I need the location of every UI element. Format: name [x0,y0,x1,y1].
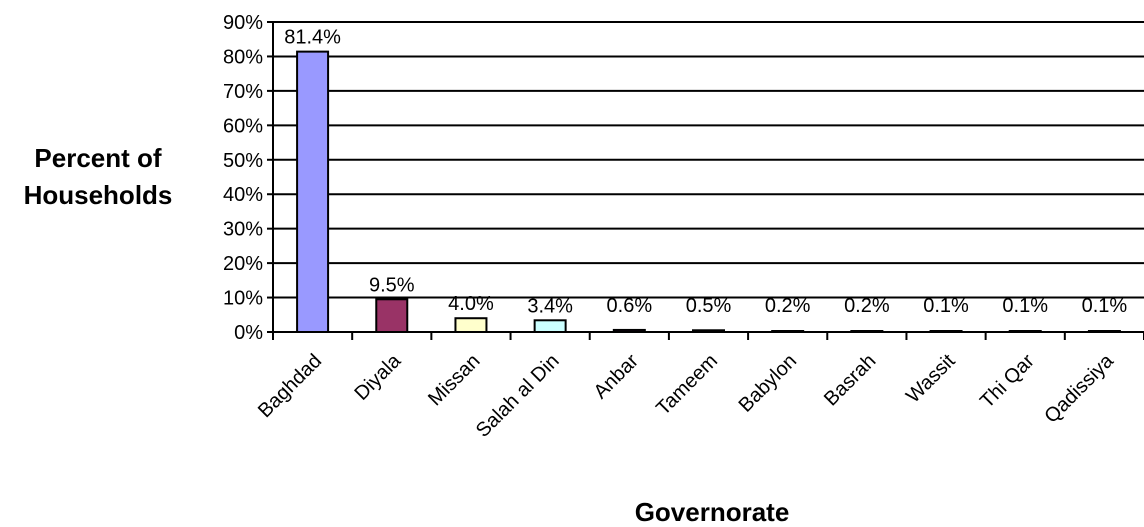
x-tick-label: Anbar [590,350,644,404]
x-axis-title: Governorate [635,497,790,527]
x-tick-label: Salah al Din [472,350,564,442]
y-axis-title-line-2: Households [24,180,173,210]
y-tick-label: 20% [223,253,263,275]
y-tick-labels: 0% 10% 20% 30% 40% 50% 60% 70% 80% 90% [223,12,263,344]
data-labels: 81.4% 9.5% 4.0% 3.4% 0.6% 0.5% 0.2% 0.2% 0.1% 0.1… [284,27,1127,318]
y-tick-label: 70% [223,81,263,103]
y-tick-label: 10% [223,288,263,310]
bar-tameem [692,329,725,333]
data-label: 9.5% [369,274,415,296]
y-tick-label: 50% [223,150,263,172]
bars [296,50,1121,334]
bar-missan [454,317,488,334]
x-tick-label: Diyala [350,349,405,404]
y-axis-title-line-1: Percent of [34,143,161,173]
x-tick-label: Tameem [652,350,722,420]
y-tick-label: 40% [223,184,263,206]
bar-baghdad [296,50,330,333]
bar-diyala [375,298,409,333]
data-label: 4.0% [448,293,494,315]
bar-qadissiya [1087,330,1121,333]
x-tick-label: Wassit [902,350,960,408]
x-tick-label: Baghdad [254,350,326,422]
data-label: 0.1% [1002,295,1048,317]
data-label: 0.1% [923,295,969,317]
data-label: 0.6% [607,295,653,317]
data-label: 81.4% [284,27,341,49]
bar-babylon [771,330,805,333]
bar-anbar [612,328,646,333]
y-tick-label: 60% [223,115,263,137]
bar-salah-al-din [533,319,567,333]
data-label: 0.1% [1082,295,1128,317]
bar-thi-qar [1008,330,1042,333]
y-tick-label: 80% [223,46,263,68]
x-tick-label: Missan [424,350,484,410]
data-label: 3.4% [527,295,573,317]
x-tick-label: Basrah [820,350,880,410]
x-tick-label: Babylon [735,350,802,417]
x-tick-label: Thi Qar [976,350,1039,413]
y-tick-label: 90% [223,12,263,34]
y-tick-label: 0% [234,322,263,344]
bar-wassit [929,330,963,333]
data-label: 0.2% [765,295,811,317]
bar-basrah [850,330,884,333]
data-label: 0.2% [844,295,890,317]
data-label: 0.5% [686,295,732,317]
y-tick-label: 30% [223,219,263,241]
x-tick-label: Qadissiya [1040,349,1118,427]
gridlines [273,21,1144,299]
